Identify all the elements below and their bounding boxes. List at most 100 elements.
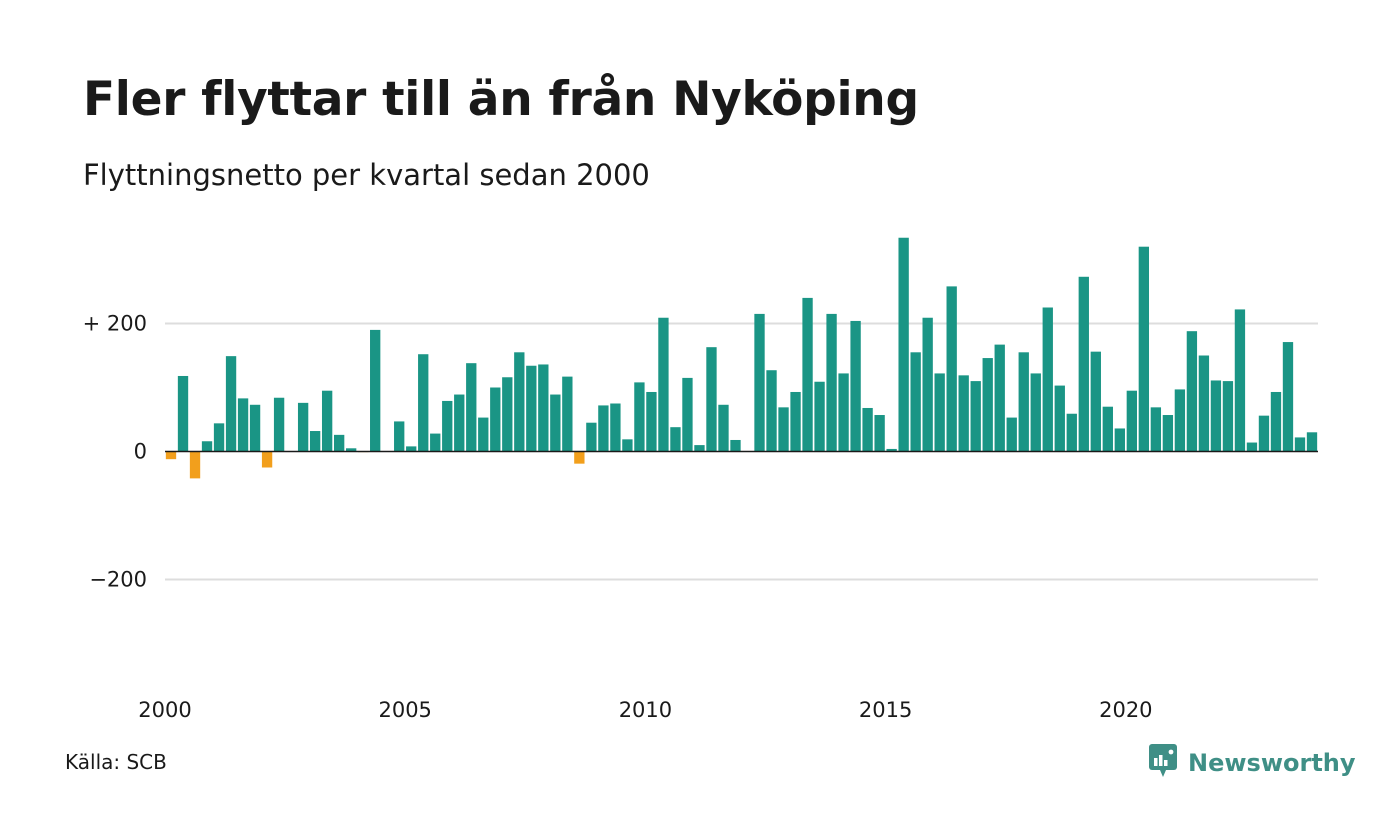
bar [1078, 276, 1089, 452]
bar [1150, 407, 1162, 452]
x-tick-label: 2005 [378, 698, 431, 722]
bar [1306, 432, 1318, 452]
bar [1138, 246, 1150, 452]
bar [418, 354, 429, 452]
x-tick-label: 2010 [619, 698, 672, 722]
brand-name: Newsworthy [1188, 749, 1356, 777]
bar [766, 370, 777, 452]
bar [694, 445, 705, 452]
bar [718, 404, 729, 452]
bar [778, 407, 789, 452]
bar [550, 394, 561, 452]
bar [874, 415, 885, 452]
bar [201, 441, 213, 452]
bar [946, 286, 957, 452]
bar [670, 427, 681, 452]
bar [826, 313, 837, 452]
bar [682, 377, 693, 452]
bar [598, 405, 609, 452]
bar [1066, 413, 1077, 452]
gridlines [165, 322, 1318, 581]
bar [225, 356, 237, 452]
bar [658, 317, 669, 452]
bar [394, 421, 405, 452]
bar [838, 373, 849, 452]
bar [309, 431, 321, 452]
bar [165, 451, 177, 460]
bar [478, 417, 489, 452]
bar [1186, 331, 1198, 452]
bar [189, 451, 201, 479]
bar [862, 407, 873, 452]
bar [526, 365, 537, 452]
bar [898, 237, 909, 452]
bar [802, 297, 813, 452]
bar [1090, 351, 1101, 452]
bar [237, 398, 249, 452]
bar [994, 344, 1005, 452]
bar [754, 313, 765, 452]
bar [177, 375, 189, 452]
source-note: Källa: SCB [65, 750, 167, 774]
bar [1234, 309, 1246, 452]
x-tick-label: 2020 [1099, 698, 1152, 722]
bar [1042, 307, 1053, 452]
x-tick-label: 2015 [859, 698, 912, 722]
bar [430, 433, 441, 452]
bar [333, 434, 345, 452]
bar [297, 402, 309, 452]
bar [1258, 415, 1270, 452]
bar [321, 390, 333, 452]
bar [406, 446, 417, 452]
bar [1030, 373, 1041, 452]
bar [730, 439, 741, 452]
bar [922, 317, 933, 452]
bar [610, 403, 621, 452]
bar [574, 451, 585, 464]
bar [273, 397, 285, 452]
newsworthy-logo-icon [1148, 743, 1178, 783]
y-tick-label: 0 [134, 440, 147, 464]
bar [622, 439, 633, 452]
bar [934, 373, 945, 452]
chart-title: Fler flyttar till än från Nyköping [83, 72, 919, 127]
chart-subtitle: Flyttningsnetto per kvartal sedan 2000 [83, 158, 650, 192]
bar [958, 375, 969, 452]
bar [1270, 391, 1282, 452]
y-tick-label: −200 [89, 568, 147, 592]
bar [1114, 428, 1125, 452]
x-tick-label: 2000 [138, 698, 191, 722]
bar [1174, 389, 1186, 452]
bar [538, 364, 549, 452]
bar [490, 387, 501, 452]
bar [790, 391, 801, 452]
bar [646, 391, 657, 452]
bar [442, 400, 453, 452]
bar [346, 448, 357, 452]
bar [1102, 406, 1113, 452]
brand-logo[interactable]: Newsworthy [1148, 743, 1356, 783]
bar [850, 320, 861, 452]
bar [502, 377, 513, 452]
bar [1054, 385, 1065, 452]
bar [910, 352, 921, 452]
bar [1210, 380, 1222, 452]
bars [165, 237, 1318, 479]
bar [1294, 437, 1306, 452]
bar [1246, 442, 1258, 452]
bar [514, 352, 525, 452]
bar [1222, 381, 1234, 452]
bar [982, 358, 993, 452]
bar [249, 404, 261, 452]
bar [706, 347, 717, 452]
bar [1018, 352, 1029, 452]
bar [1198, 355, 1210, 452]
bar [586, 422, 597, 452]
bar [1162, 415, 1174, 452]
bar [466, 363, 477, 452]
bar [454, 394, 465, 452]
bar [1282, 342, 1294, 452]
bar [970, 381, 981, 452]
axes: + 200 0 −200 2000 2005 2010 2015 2020 [83, 312, 1318, 722]
